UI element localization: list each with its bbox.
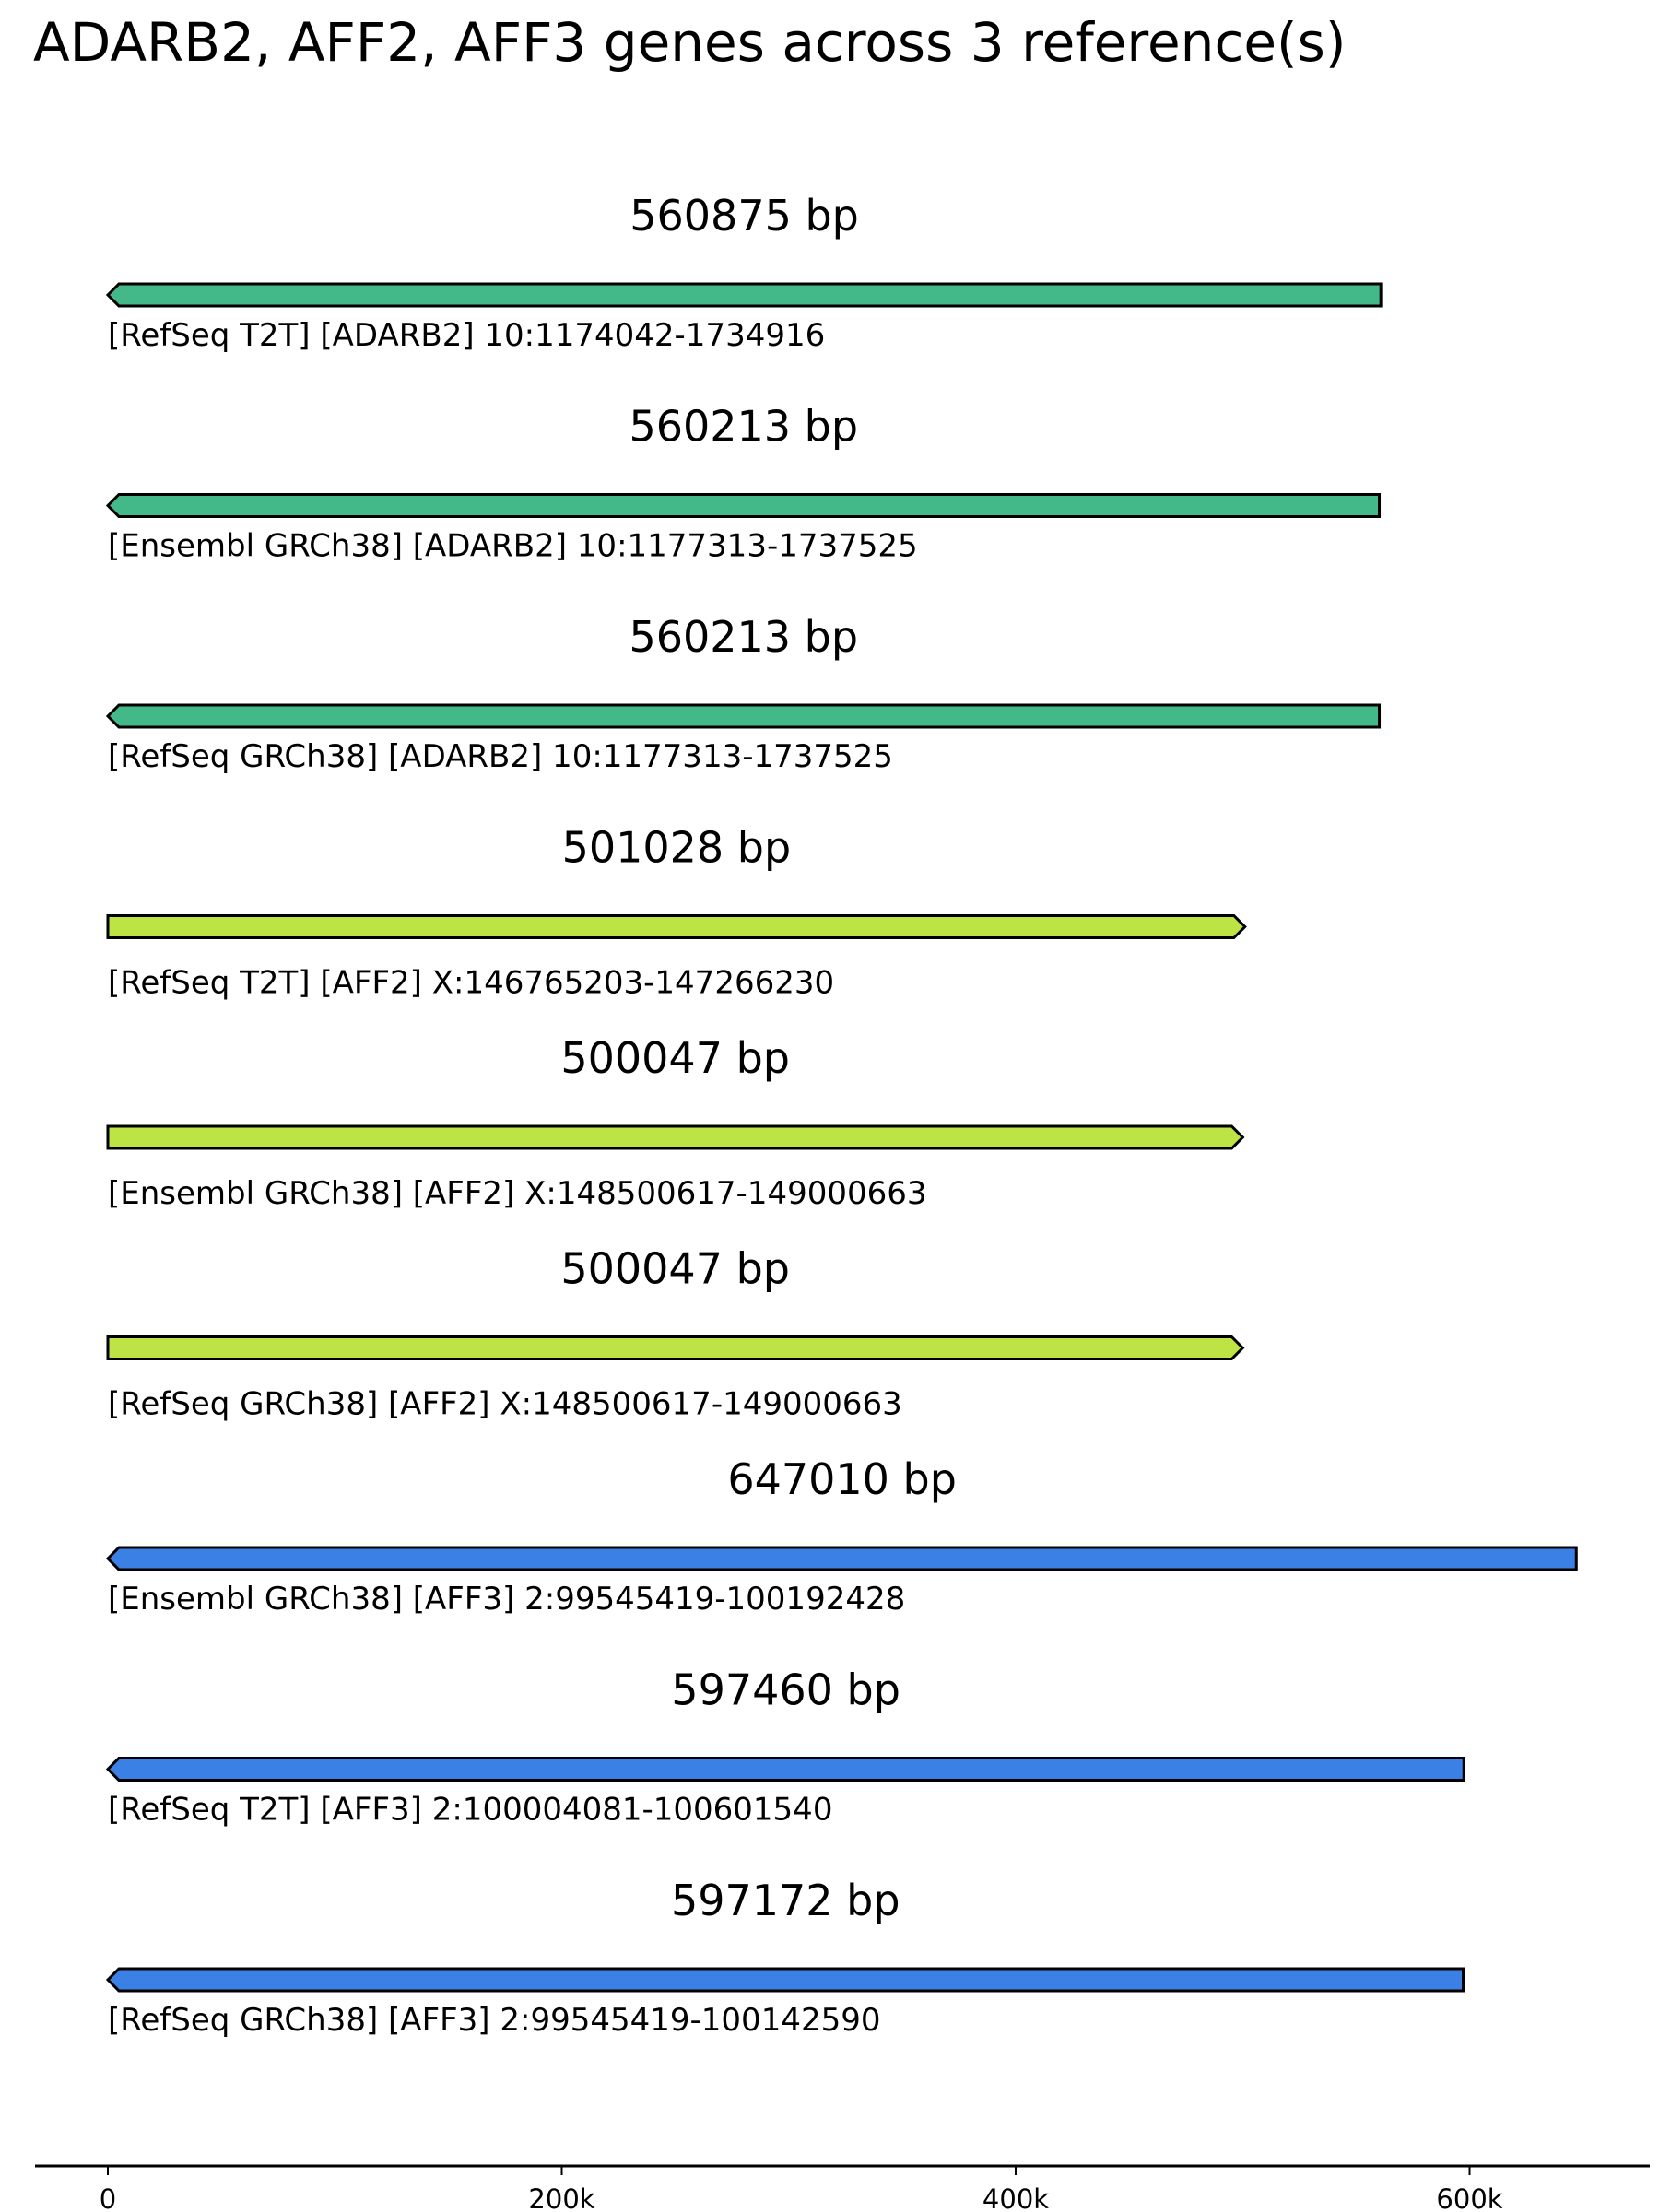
- gene-track: 501028 bp [RefSeq T2T] [AFF2] X:146765203…: [106, 823, 1247, 1002]
- gene-track-label: [Ensembl GRCh38] [AFF3] 2:99545419-10019…: [108, 1581, 905, 1618]
- x-tick-label: 200k: [528, 2183, 594, 2212]
- gene-arrow: [106, 914, 1247, 939]
- x-axis: 0 200k 400k 600k: [35, 2164, 1650, 2212]
- gene-length-label: 560213 bp: [629, 612, 858, 662]
- gene-length-label: 597172 bp: [671, 1876, 900, 1925]
- gene-arrow: [105, 703, 1382, 729]
- chart-title: ADARB2, AFF2, AFF3 genes across 3 refere…: [33, 11, 1347, 74]
- gene-length-label: 647010 bp: [727, 1454, 957, 1504]
- gene-arrow: [105, 1757, 1465, 1782]
- gene-length-label: 500047 bp: [560, 1033, 790, 1083]
- gene-arrow: [105, 493, 1382, 518]
- gene-arrow: [105, 1546, 1578, 1571]
- gene-track: 647010 bp [Ensembl GRCh38] [AFF3] 2:99545…: [105, 1454, 1578, 1618]
- gene-track: 500047 bp [Ensembl GRCh38] [AFF2] X:14850…: [106, 1033, 1245, 1212]
- gene-track: 560213 bp [Ensembl GRCh38] [ADARB2] 10:11…: [105, 402, 1382, 565]
- gene-length-label: 500047 bp: [560, 1244, 790, 1294]
- gene-track: 597172 bp [RefSeq GRCh38] [AFF3] 2:995454…: [105, 1876, 1465, 2039]
- gene-length-label: 501028 bp: [562, 823, 792, 873]
- gene-track-label: [Ensembl GRCh38] [AFF2] X:148500617-1490…: [108, 1175, 927, 1212]
- gene-track: 597460 bp [RefSeq T2T] [AFF3] 2:100004081…: [105, 1665, 1465, 1829]
- gene-length-label: 560875 bp: [629, 191, 859, 241]
- gene-length-label: 560213 bp: [629, 402, 858, 452]
- gene-track-label: [RefSeq GRCh38] [AFF3] 2:99545419-100142…: [108, 2002, 880, 2039]
- gene-track-label: [RefSeq GRCh38] [ADARB2] 10:1177313-1737…: [108, 738, 893, 775]
- x-tick-label: 400k: [982, 2183, 1049, 2212]
- gene-track-label: [Ensembl GRCh38] [ADARB2] 10:1177313-173…: [108, 528, 918, 565]
- gene-arrow: [105, 282, 1382, 308]
- gene-arrow: [106, 1124, 1245, 1150]
- gene-track: 560875 bp [RefSeq T2T] [ADARB2] 10:117404…: [105, 191, 1382, 354]
- gene-arrow: [106, 1335, 1245, 1360]
- gene-track-label: [RefSeq T2T] [AFF2] X:146765203-14726623…: [108, 965, 834, 1002]
- gene-track-label: [RefSeq T2T] [ADARB2] 10:1174042-1734916: [108, 317, 825, 354]
- tracks-layer: 560875 bp [RefSeq T2T] [ADARB2] 10:117404…: [105, 191, 1578, 2039]
- gene-track: 560213 bp [RefSeq GRCh38] [ADARB2] 10:117…: [105, 612, 1382, 775]
- gene-track: 500047 bp [RefSeq GRCh38] [AFF2] X:148500…: [106, 1244, 1245, 1423]
- gene-length-label: 597460 bp: [671, 1665, 900, 1715]
- gene-track-label: [RefSeq GRCh38] [AFF2] X:148500617-14900…: [108, 1386, 902, 1423]
- x-tick-label: 600k: [1436, 2183, 1502, 2212]
- gene-track-label: [RefSeq T2T] [AFF3] 2:100004081-10060154…: [108, 1792, 832, 1829]
- gene-arrow: [105, 1967, 1465, 1993]
- x-tick-label: 0: [100, 2183, 116, 2212]
